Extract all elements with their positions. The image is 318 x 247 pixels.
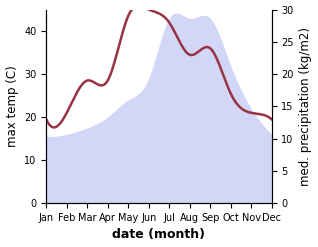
Y-axis label: max temp (C): max temp (C) <box>5 65 18 147</box>
Y-axis label: med. precipitation (kg/m2): med. precipitation (kg/m2) <box>300 27 313 186</box>
X-axis label: date (month): date (month) <box>113 228 205 242</box>
